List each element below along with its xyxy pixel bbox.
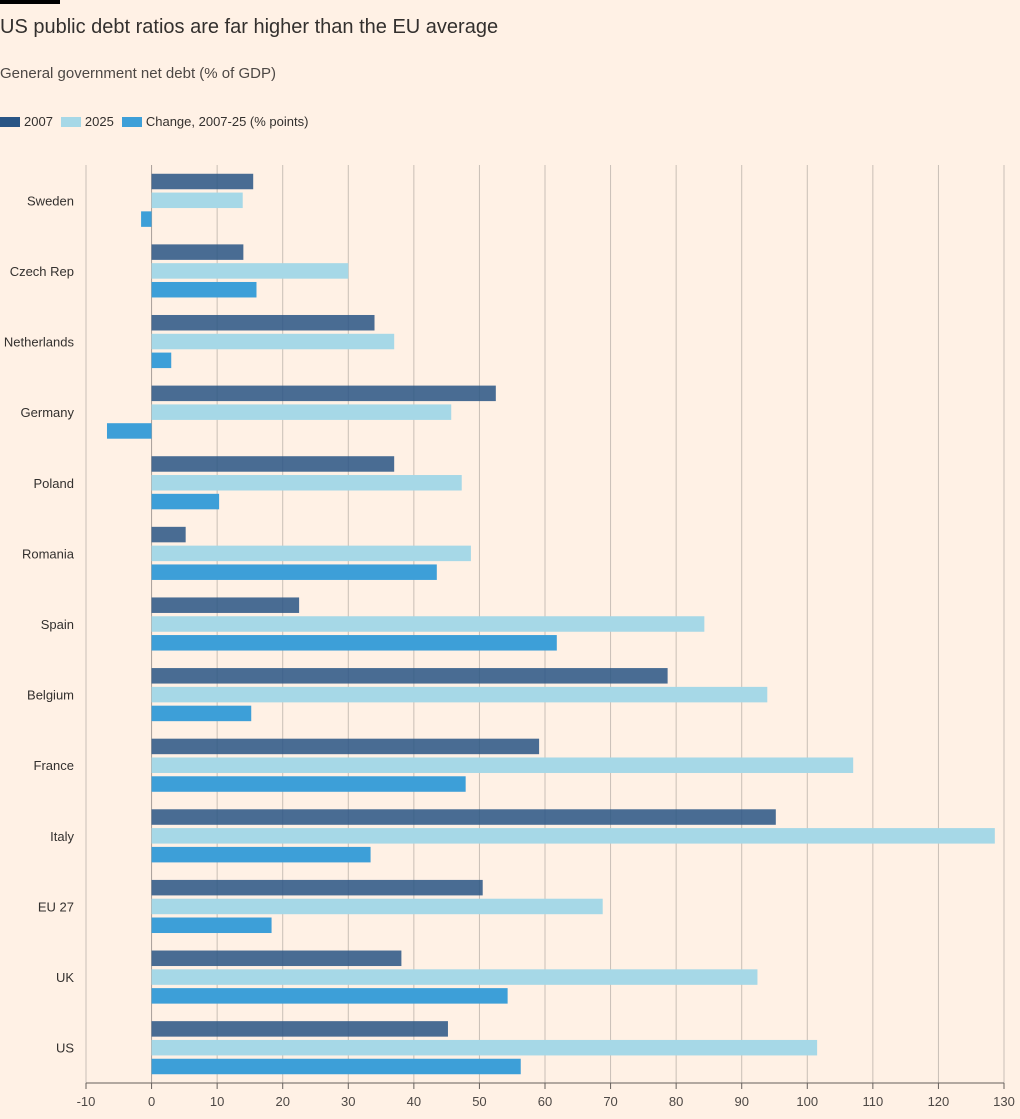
bar-change	[151, 1058, 521, 1075]
legend-label-change: Change, 2007-25 (% points)	[145, 114, 309, 129]
x-tick-label: 80	[669, 1094, 683, 1109]
bar-2007	[151, 668, 668, 684]
legend-label-2025: 2025	[84, 114, 114, 129]
bar-2007	[151, 173, 254, 190]
bar-2007	[151, 314, 375, 331]
bar-change	[151, 281, 257, 298]
brand-bar	[0, 0, 60, 4]
category-label: Spain	[41, 617, 74, 632]
bar-2025	[151, 828, 995, 844]
legend-label-2007: 2007	[24, 114, 53, 129]
category-label: Germany	[21, 405, 75, 420]
category-label: EU 27	[38, 899, 74, 914]
x-tick-label: 0	[148, 1094, 155, 1109]
x-tick-label: 30	[341, 1094, 355, 1109]
bar-2025	[151, 263, 349, 279]
bar-2025	[151, 969, 758, 985]
bar-2007	[151, 809, 776, 825]
x-tick-label: 20	[275, 1094, 289, 1109]
legend-swatch-change	[121, 116, 142, 127]
bar-2025	[151, 333, 395, 350]
bar-2025	[151, 686, 768, 703]
x-tick-label: 10	[210, 1094, 224, 1109]
category-label: France	[34, 758, 74, 773]
bar-change	[151, 493, 220, 510]
bar-2007	[151, 879, 483, 896]
category-label: Netherlands	[4, 335, 75, 350]
bar-2007	[151, 738, 540, 755]
x-tick-label: 60	[538, 1094, 552, 1109]
bar-change	[151, 846, 371, 863]
bar-2007	[151, 1021, 448, 1037]
legend-item-change: Change, 2007-25 (% points)	[121, 114, 309, 129]
bar-change	[151, 917, 272, 934]
x-tick-label: 70	[603, 1094, 617, 1109]
x-tick-label: 120	[928, 1094, 950, 1109]
category-label: Sweden	[27, 193, 74, 208]
category-label: Belgium	[27, 688, 74, 703]
category-label: Italy	[50, 829, 74, 844]
bar-change	[151, 776, 466, 792]
x-tick-label: 50	[472, 1094, 486, 1109]
bar-2007	[151, 385, 496, 402]
x-tick-label: 110	[862, 1094, 883, 1109]
x-tick-label: 40	[407, 1094, 421, 1109]
category-label: Romania	[22, 546, 75, 561]
bar-2007	[151, 456, 395, 472]
category-label: UK	[56, 970, 74, 985]
chart-subtitle: General government net debt (% of GDP)	[0, 65, 276, 82]
bar-2007	[151, 526, 186, 543]
bar-2025	[151, 404, 452, 420]
bar-2025	[151, 616, 705, 632]
x-tick-label: 130	[993, 1094, 1015, 1109]
bar-change	[141, 211, 152, 227]
bar-2025	[151, 192, 243, 209]
bar-change	[106, 423, 152, 439]
bar-2025	[151, 1039, 818, 1056]
legend-swatch-2025	[60, 116, 81, 127]
bar-2025	[151, 898, 603, 915]
bar-change	[151, 564, 437, 580]
legend: 2007 2025 Change, 2007-25 (% points)	[0, 114, 316, 129]
x-tick-label: -10	[77, 1094, 96, 1109]
category-label: US	[56, 1041, 74, 1056]
bar-2007	[151, 244, 244, 260]
legend-swatch-2007	[0, 116, 20, 127]
bar-change	[151, 635, 557, 651]
category-label: Czech Rep	[10, 264, 74, 279]
bar-change	[151, 705, 252, 722]
legend-item-2007: 2007	[0, 114, 53, 129]
bar-2007	[151, 950, 402, 967]
bar-change	[151, 352, 172, 369]
bar-2007	[151, 597, 300, 613]
x-tick-label: 100	[796, 1094, 818, 1109]
legend-item-2025: 2025	[60, 114, 114, 129]
chart-title: US public debt ratios are far higher tha…	[0, 16, 499, 38]
bar-2025	[151, 475, 462, 491]
bar-2025	[151, 545, 471, 562]
bar-change	[151, 988, 508, 1004]
bar-2025	[151, 757, 854, 773]
x-tick-label: 90	[734, 1094, 748, 1109]
category-label: Poland	[34, 476, 74, 491]
